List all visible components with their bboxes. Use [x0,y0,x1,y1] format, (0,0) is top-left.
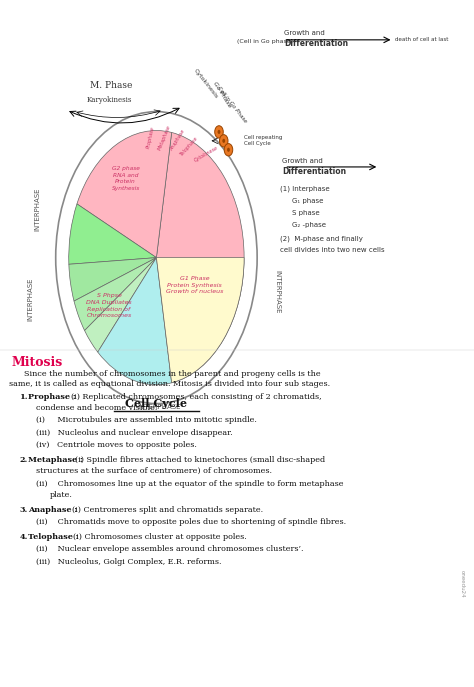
Wedge shape [74,258,156,330]
Text: Differentiation: Differentiation [282,167,346,177]
Text: 1.: 1. [20,393,28,401]
Text: 2.: 2. [20,456,28,464]
Wedge shape [77,131,172,258]
Text: Karyokinesis: Karyokinesis [86,95,132,104]
Text: plate.: plate. [50,491,73,499]
Wedge shape [69,258,156,301]
Text: Anaphase: Anaphase [169,129,186,153]
Wedge shape [156,133,244,383]
Text: Cell in Go Phase: Cell in Go Phase [217,85,248,124]
Circle shape [222,139,225,143]
Text: (2)  M-phase and finally: (2) M-phase and finally [280,235,363,242]
Text: (iv)   Centriole moves to opposite poles.: (iv) Centriole moves to opposite poles. [36,441,196,449]
Text: Growth and: Growth and [282,159,323,164]
Text: (i) Spindle fibres attached to kinetochores (small disc-shaped: (i) Spindle fibres attached to kinetocho… [75,456,325,464]
Wedge shape [98,258,172,385]
Circle shape [227,148,230,152]
Text: INTERPHASE: INTERPHASE [28,277,34,321]
Text: Since the number of chromosomes in the parent and progeny cells is the: Since the number of chromosomes in the p… [9,370,321,378]
Text: Go Phase: Go Phase [212,81,232,109]
Text: (iii)   Nucleolus and nuclear envelope disappear.: (iii) Nucleolus and nuclear envelope dis… [36,429,232,437]
Text: (iii)   Nucleolus, Golgi Complex, E.R. reforms.: (iii) Nucleolus, Golgi Complex, E.R. ref… [36,558,221,566]
Text: Mitosis: Mitosis [12,356,63,369]
Text: M. Phase: M. Phase [90,81,133,91]
Text: Prophase: Prophase [146,126,155,149]
Text: Cytokinesis: Cytokinesis [193,68,219,100]
Text: (1) Interphase: (1) Interphase [280,185,329,192]
Text: Differentiation: Differentiation [284,39,348,49]
Text: condense and become visible.: condense and become visible. [36,404,157,412]
Text: Cytokinese: Cytokinese [193,146,219,164]
Text: G₂ -phase: G₂ -phase [292,222,326,227]
Text: Metaphase: Metaphase [157,124,173,150]
Text: (i) Replicated chromosomes, each consisting of 2 chromatids,: (i) Replicated chromosomes, each consist… [71,393,322,401]
Text: S phase: S phase [292,210,319,216]
Text: 3.: 3. [20,506,28,514]
Text: Telophase :: Telophase : [28,533,79,541]
Text: 4.: 4. [20,533,28,541]
Text: G₁ phase: G₁ phase [292,199,323,204]
Text: cell divides into two new cells: cell divides into two new cells [280,247,384,253]
Text: INTERPHASE: INTERPHASE [274,270,280,314]
Text: Metaphase :: Metaphase : [28,456,83,464]
Text: Prophase :: Prophase : [28,393,76,401]
Text: (i) Chromosomes cluster at opposite poles.: (i) Chromosomes cluster at opposite pole… [73,533,247,541]
Wedge shape [69,204,156,264]
Text: (ii)    Chromatids move to opposite poles due to shortening of spindle fibres.: (ii) Chromatids move to opposite poles d… [36,518,346,526]
Text: INTERPHASE: INTERPHASE [34,188,40,232]
Circle shape [224,144,233,156]
Text: (i)     Microtubules are assembled into mitotic spindle.: (i) Microtubules are assembled into mito… [36,416,256,425]
Text: (i) Centromeres split and chromatids separate.: (i) Centromeres split and chromatids sep… [72,506,263,514]
Circle shape [215,126,223,138]
Text: G1 Phase
Protein Synthesis
Growth of nucleus: G1 Phase Protein Synthesis Growth of nuc… [165,276,223,294]
Wedge shape [156,258,244,383]
Text: INTERPHASE: INTERPHASE [137,404,181,409]
Text: Telophase: Telophase [180,135,200,157]
Text: structures at the surface of centromere) of chromosomes.: structures at the surface of centromere)… [36,467,272,475]
Text: same, it is called as equational division. Mitosis is divided into four sub stag: same, it is called as equational divisio… [9,380,330,388]
Text: Anaphase :: Anaphase : [28,506,78,514]
Text: Cell repeating
Cell Cycle: Cell repeating Cell Cycle [244,135,283,146]
Circle shape [219,135,228,147]
Text: Cell Cycle: Cell Cycle [126,398,187,409]
Text: G2 phase
RNA and
Protein
Synthesis: G2 phase RNA and Protein Synthesis [111,166,140,191]
Text: oneedu24: oneedu24 [460,570,465,598]
Text: (ii)    Nuclear envelope assembles around chromosomes clusters’.: (ii) Nuclear envelope assembles around c… [36,545,303,554]
Wedge shape [84,258,156,352]
Text: (ii)    Chromosomes line up at the equator of the spindle to form metaphase: (ii) Chromosomes line up at the equator … [36,480,343,488]
Circle shape [218,130,220,134]
Text: S Phpse
DNA Dupliates
Replication of
Chromosomes: S Phpse DNA Dupliates Replication of Chr… [86,293,132,318]
Text: Growth and: Growth and [284,30,325,36]
Text: (Cell in Go phase): (Cell in Go phase) [237,38,293,44]
Text: death of cell at last: death of cell at last [395,37,448,43]
